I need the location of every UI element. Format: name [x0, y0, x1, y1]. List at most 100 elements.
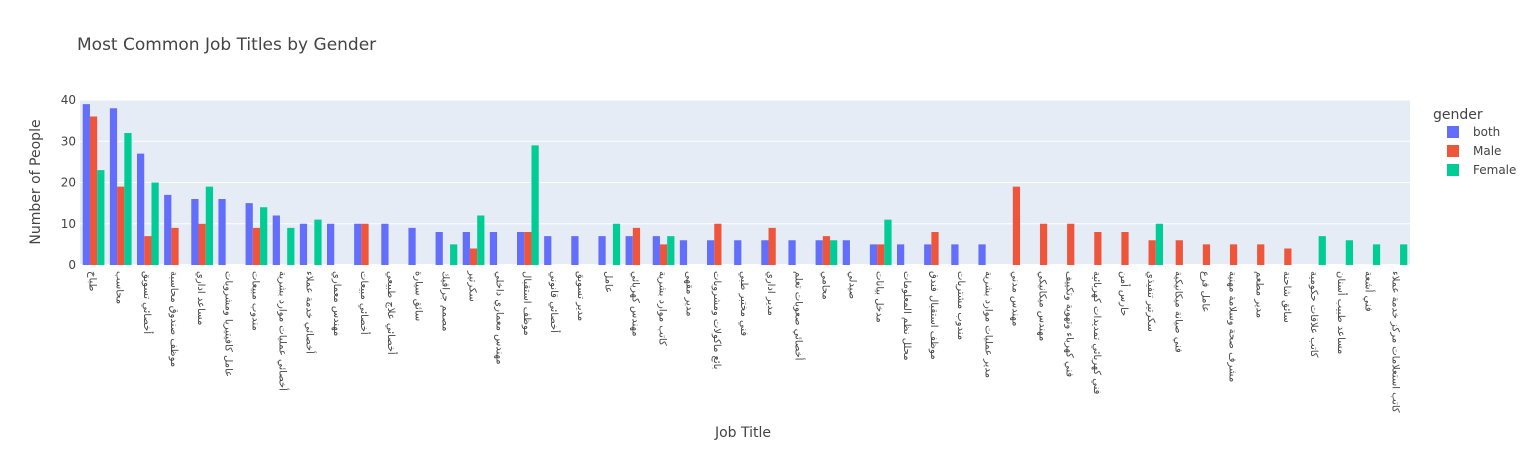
bar-female[interactable]	[884, 219, 892, 266]
x-tick-label: أخصائي علاج طبيعي	[385, 271, 398, 355]
bar-both[interactable]	[897, 244, 905, 266]
bar-both[interactable]	[191, 199, 199, 265]
bar-male[interactable]	[252, 227, 261, 266]
bar-male[interactable]	[1067, 223, 1075, 265]
bar-male[interactable]	[1094, 232, 1102, 265]
bar-male[interactable]	[822, 236, 831, 266]
bar-female[interactable]	[260, 207, 268, 265]
legend-swatch-female[interactable]	[1447, 164, 1459, 176]
x-tick-label: محلل نظم المعلومات	[901, 271, 912, 360]
bar-male[interactable]	[1012, 186, 1021, 266]
bar-male[interactable]	[931, 232, 939, 265]
x-tick-label: حارس أمن	[1118, 271, 1131, 316]
bar-both[interactable]	[164, 194, 172, 266]
bar-both[interactable]	[462, 232, 470, 265]
bar-both[interactable]	[707, 240, 715, 265]
bar-both[interactable]	[435, 232, 443, 265]
bar-both[interactable]	[679, 240, 688, 265]
bar-both[interactable]	[82, 104, 90, 266]
bar-female[interactable]	[314, 219, 322, 266]
bar-male[interactable]	[144, 236, 152, 266]
bar-female[interactable]	[1345, 240, 1353, 265]
legend-label-female[interactable]: Female	[1473, 163, 1516, 177]
bar-both[interactable]	[272, 215, 280, 266]
bar-female[interactable]	[667, 236, 675, 266]
x-tick-label: مندوب مبيعات	[249, 271, 260, 331]
bar-both[interactable]	[869, 244, 878, 266]
bar-both[interactable]	[924, 244, 932, 266]
bar-both[interactable]	[327, 223, 335, 265]
bar-both[interactable]	[218, 199, 226, 265]
bar-female[interactable]	[477, 215, 485, 266]
bar-male[interactable]	[1121, 232, 1129, 265]
bar-male[interactable]	[659, 244, 668, 266]
legend-swatch-both[interactable]	[1447, 126, 1459, 138]
bar-both[interactable]	[652, 236, 660, 266]
bar-both[interactable]	[842, 240, 850, 265]
bar-male[interactable]	[89, 116, 98, 266]
x-tick-label: مهندس ميكانيكي	[1037, 271, 1048, 341]
bar-female[interactable]	[151, 182, 159, 266]
bar-both[interactable]	[815, 240, 823, 265]
x-tick-label: مهندس معماري	[331, 271, 342, 336]
bar-both[interactable]	[109, 108, 118, 265]
bar-both[interactable]	[978, 244, 986, 266]
bar-both[interactable]	[408, 227, 416, 266]
bar-male[interactable]	[1202, 244, 1211, 266]
bar-both[interactable]	[951, 244, 959, 266]
bar-female[interactable]	[612, 223, 621, 265]
bar-both[interactable]	[788, 240, 796, 265]
bar-both[interactable]	[761, 240, 769, 265]
bar-both[interactable]	[734, 240, 742, 265]
bar-male[interactable]	[117, 186, 125, 266]
x-axis-title: Job Title	[714, 425, 771, 441]
x-tick-label: صيدلي	[847, 271, 858, 299]
bar-both[interactable]	[354, 223, 362, 265]
legend-label-both[interactable]: both	[1473, 125, 1500, 139]
bar-female[interactable]	[124, 133, 132, 265]
bar-female[interactable]	[1155, 223, 1163, 265]
bar-male[interactable]	[1175, 240, 1183, 265]
bar-male[interactable]	[524, 232, 532, 265]
legend-label-male[interactable]: Male	[1473, 144, 1501, 158]
x-tick-label: مهندس كهربائي	[629, 271, 640, 336]
bar-female[interactable]	[531, 145, 539, 266]
bar-female[interactable]	[205, 186, 213, 266]
bar-male[interactable]	[877, 244, 885, 266]
y-axis-title: Number of People	[28, 119, 44, 244]
bar-male[interactable]	[632, 227, 641, 266]
bar-both[interactable]	[381, 223, 389, 265]
bar-male[interactable]	[469, 248, 478, 266]
bar-male[interactable]	[361, 223, 369, 265]
bar-female[interactable]	[450, 244, 458, 266]
bar-female[interactable]	[97, 170, 105, 266]
x-tick-label: مساعد طبيب أسنان	[1335, 271, 1348, 354]
bar-female[interactable]	[830, 240, 838, 265]
bar-male[interactable]	[1148, 240, 1156, 265]
bar-both[interactable]	[517, 232, 525, 265]
legend-swatch-male[interactable]	[1447, 145, 1459, 157]
bar-both[interactable]	[598, 236, 606, 266]
bar-female[interactable]	[1372, 244, 1381, 266]
bar-both[interactable]	[571, 236, 579, 266]
legend[interactable]: gender both Male Female	[1433, 107, 1516, 177]
bar-male[interactable]	[171, 227, 179, 266]
bar-female[interactable]	[1400, 244, 1408, 266]
bar-both[interactable]	[544, 236, 552, 266]
bar-female[interactable]	[1318, 236, 1326, 266]
bar-male[interactable]	[1229, 244, 1238, 266]
bar-both[interactable]	[299, 223, 308, 265]
bar-male[interactable]	[1257, 244, 1265, 266]
bar-male[interactable]	[1039, 223, 1048, 265]
bar-male[interactable]	[768, 227, 776, 266]
bar-male[interactable]	[198, 223, 206, 265]
x-tick-label: أخصائي خدمة عملاء	[304, 271, 317, 354]
bar-female[interactable]	[287, 227, 295, 266]
bar-both[interactable]	[489, 232, 498, 265]
bar-male[interactable]	[714, 223, 722, 265]
bar-male[interactable]	[1284, 248, 1292, 266]
bars-group[interactable]	[82, 104, 1408, 266]
bar-both[interactable]	[245, 203, 253, 266]
bar-both[interactable]	[625, 236, 633, 266]
bar-both[interactable]	[137, 153, 145, 266]
